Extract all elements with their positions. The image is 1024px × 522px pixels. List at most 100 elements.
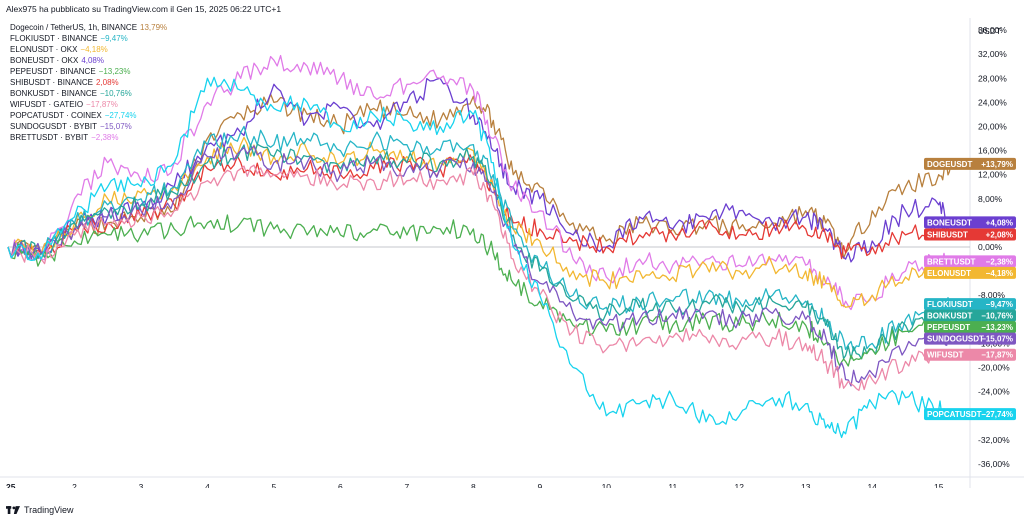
- legend-item-label: BONEUSDT · OKX: [10, 56, 79, 65]
- x-tick-label: 2: [72, 482, 77, 488]
- chart-legend: Dogecoin / TetherUS, 1h, BINANCE 13,79% FL…: [10, 22, 167, 143]
- price-tag-value: −10,76%: [981, 312, 1013, 321]
- price-tag-pepeusdt: [924, 321, 1016, 334]
- tradingview-logo-icon: [6, 505, 20, 514]
- y-tick-label: 24,00%: [978, 97, 1007, 107]
- x-tick-label: 8: [471, 482, 476, 488]
- x-tick-label: 5: [272, 482, 277, 488]
- legend-item-value: 13,79%: [140, 23, 168, 32]
- legend-item[interactable]: Dogecoin / TetherUS, 1h, BINANCE 13,79%: [10, 22, 167, 33]
- price-tag-symbol: BONKUSDT: [927, 312, 972, 321]
- price-tag-value: +2,08%: [986, 230, 1013, 239]
- legend-item[interactable]: ELONUSDT · OKX −4,18%: [10, 44, 167, 55]
- y-tick-label: 16,00%: [978, 146, 1007, 156]
- legend-item[interactable]: SUNDOGUSDT · BYBIT −15,07%: [10, 121, 167, 132]
- legend-item[interactable]: POPCATUSDT · COINEX −27,74%: [10, 110, 167, 121]
- legend-item[interactable]: BONKUSDT · BINANCE −10,76%: [10, 88, 167, 99]
- y-tick-label: 8,00%: [978, 194, 1003, 204]
- publish-header: Alex975 ha pubblicato su TradingView.com…: [6, 4, 282, 14]
- legend-item-label: SUNDOGUSDT · BYBIT: [10, 122, 97, 131]
- x-tick-label: 9: [537, 482, 542, 488]
- legend-item[interactable]: FLOKIUSDT · BINANCE −9,47%: [10, 33, 167, 44]
- price-tag-sundogusdt: [924, 332, 1016, 345]
- price-tag-symbol: POPCATUSDT: [927, 410, 982, 419]
- y-tick-label: 12,00%: [978, 170, 1007, 180]
- x-tick-label: 10: [602, 482, 612, 488]
- comparison-line-chart[interactable]: 36,00%32,00%28,00%24,00%20,00%16,00%12,0…: [0, 18, 1024, 488]
- series-line-popcatusdt: [7, 76, 953, 439]
- price-tag-value: −17,87%: [981, 351, 1013, 360]
- price-tag-symbol: SUNDOGUSDT: [927, 335, 984, 344]
- x-tick-label: 14: [867, 482, 877, 488]
- legend-item-label: FLOKIUSDT · BINANCE: [10, 34, 98, 43]
- series-line-wifusdt: [7, 164, 953, 392]
- legend-item-value: 2,08%: [95, 78, 119, 87]
- legend-item[interactable]: BONEUSDT · OKX 4,08%: [10, 55, 167, 66]
- x-tick-label: 7: [405, 482, 410, 488]
- series-line-bonkusdt: [7, 143, 953, 360]
- legend-item-label: PEPEUSDT · BINANCE: [10, 67, 96, 76]
- price-tag-symbol: SHIBUSDT: [927, 230, 968, 239]
- x-tick-label: 25: [6, 482, 16, 488]
- price-tag-value: −9,47%: [986, 300, 1013, 309]
- y-tick-label: 28,00%: [978, 73, 1007, 83]
- price-tag-value: +4,08%: [986, 218, 1013, 227]
- price-tag-symbol: BRETTUSDT: [927, 257, 976, 266]
- price-tag-flokiusdt: [924, 298, 1016, 311]
- price-tag-dogeusdt: [924, 157, 1016, 170]
- price-tag-popcatusdt: [924, 408, 1016, 421]
- y-tick-label: -24,00%: [978, 387, 1010, 397]
- series-line-sundogusdt: [7, 145, 953, 387]
- legend-item-label: BONKUSDT · BINANCE: [10, 89, 97, 98]
- legend-item-value: −15,07%: [99, 122, 132, 131]
- chart-area[interactable]: 36,00% 32,00% 28,00% 24,00% 20,00% 16,00% 12,0…: [0, 18, 1024, 488]
- x-tick-label: 11: [668, 482, 677, 488]
- y-tick-label: 20,00%: [978, 121, 1007, 131]
- price-tag-value: −13,23%: [981, 323, 1013, 332]
- x-tick-label: 12: [735, 482, 745, 488]
- legend-item-label: Dogecoin / TetherUS, 1h, BINANCE: [10, 23, 138, 32]
- y-tick-label: -36,00%: [978, 459, 1010, 469]
- price-tag-value: −27,74%: [981, 410, 1013, 419]
- price-tag-value: +13,79%: [981, 160, 1013, 169]
- series-line-boneusdt: [7, 77, 953, 263]
- price-tag-wifusdt: [924, 348, 1016, 361]
- price-tag-symbol: FLOKIUSDT: [927, 300, 973, 309]
- legend-item[interactable]: BRETTUSDT · BYBIT −2,38%: [10, 132, 167, 143]
- y-tick-label: 0,00%: [978, 242, 1003, 252]
- legend-item-value: −10,76%: [99, 89, 132, 98]
- legend-item-value: −27,74%: [104, 111, 137, 120]
- legend-item-value: −13,23%: [98, 67, 131, 76]
- price-tag-shibusdt: [924, 228, 1016, 241]
- legend-item[interactable]: PEPEUSDT · BINANCE −13,23%: [10, 66, 167, 77]
- series-line-pepeusdt: [7, 214, 953, 367]
- x-tick-label: 4: [205, 482, 210, 488]
- legend-item[interactable]: SHIBUSDT · BINANCE 2,08%: [10, 77, 167, 88]
- axis-unit-label: USDT: [978, 26, 1002, 36]
- tradingview-footer[interactable]: TradingView: [6, 505, 74, 515]
- price-tag-value: −15,07%: [981, 335, 1013, 344]
- legend-item-label: POPCATUSDT · COINEX: [10, 111, 102, 120]
- legend-item[interactable]: WIFUSDT · GATEIO −17,87%: [10, 99, 167, 110]
- legend-item-label: SHIBUSDT · BINANCE: [10, 78, 93, 87]
- y-tick-label: 32,00%: [978, 49, 1007, 59]
- legend-item-label: ELONUSDT · OKX: [10, 45, 78, 54]
- tradingview-brand: TradingView: [24, 505, 74, 515]
- y-tick-label: -8,00%: [978, 290, 1005, 300]
- x-tick-label: 13: [801, 482, 811, 488]
- price-tag-boneusdt: [924, 216, 1016, 229]
- legend-item-value: −17,87%: [86, 100, 118, 109]
- legend-item-value: 4,08%: [81, 56, 104, 65]
- legend-item-label: BRETTUSDT · BYBIT: [10, 133, 89, 142]
- price-tag-brettusdt: [924, 255, 1016, 268]
- price-tag-symbol: PEPEUSDT: [927, 323, 970, 332]
- x-tick-label: 15: [934, 482, 944, 488]
- price-tag-elonusdt: [924, 266, 1016, 279]
- y-tick-label: -20,00%: [978, 363, 1010, 373]
- price-tag-symbol: ELONUSDT: [927, 269, 971, 278]
- price-tag-value: −2,38%: [986, 257, 1013, 266]
- y-tick-label: -32,00%: [978, 435, 1010, 445]
- price-tag-symbol: DOGEUSDT: [927, 160, 972, 169]
- x-tick-label: 6: [338, 482, 343, 488]
- y-tick-label: 36,00%: [978, 25, 1007, 35]
